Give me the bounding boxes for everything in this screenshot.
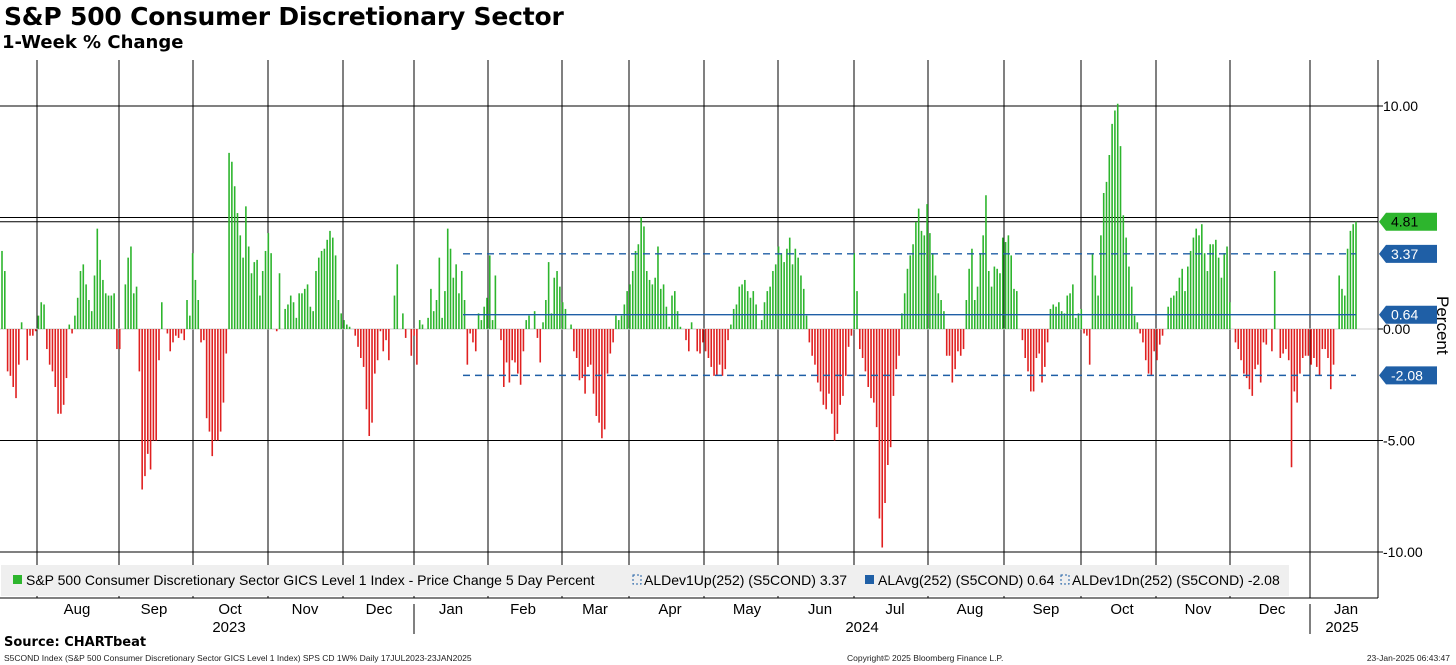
legend-label: ALDev1Up(252) (S5COND) 3.37 [644, 572, 847, 588]
y-tick-label: 10.00 [1383, 98, 1418, 114]
bar-series [1, 103, 1357, 548]
x-month-label: Apr [658, 601, 681, 618]
x-month-label: May [733, 601, 762, 618]
std-dev-tag-shape [1379, 366, 1437, 385]
std-dev-tag-label: -2.08 [1391, 367, 1423, 383]
x-month-label: Oct [1110, 601, 1134, 618]
y-tick-label: 0.00 [1383, 321, 1410, 337]
x-month-label: Nov [292, 601, 319, 618]
std-dev-tag: 3.37 [1379, 244, 1437, 263]
x-year-label: 2023 [212, 619, 245, 636]
legend-label: ALDev1Dn(252) (S5COND) -2.08 [1072, 572, 1280, 588]
x-month-label: Dec [1259, 601, 1286, 618]
chart-title: S&P 500 Consumer Discretionary Sector [4, 2, 564, 31]
x-month-label: Jan [1334, 601, 1358, 618]
footer-timestamp: 23-Jan-2025 06:43:47 [1366, 653, 1450, 663]
x-month-label: Jul [885, 601, 904, 618]
x-year-label: 2024 [845, 619, 878, 636]
legend: S&P 500 Consumer Discretionary Sector GI… [1, 565, 1289, 596]
x-month-label: Jan [439, 601, 463, 618]
x-month-label: Aug [957, 601, 984, 618]
legend-label: ALAvg(252) (S5COND) 0.64 [878, 572, 1055, 588]
y-tick-label: -5.00 [1383, 433, 1415, 449]
legend-swatch-average [865, 575, 874, 584]
source-note: Source: CHARTbeat [4, 635, 147, 650]
x-month-label: Aug [64, 601, 91, 618]
average-tag: 0.64 [1379, 305, 1437, 324]
x-month-label: Feb [510, 601, 536, 618]
y-axis: 10.00 0.00 -5.00 -10.00 4.81 3.37 0.64 -2.08 Per… [1378, 98, 1452, 560]
std-dev-tag: -2.08 [1379, 366, 1437, 385]
footer-copyright: Copyright© 2025 Bloomberg Finance L.P. [847, 653, 1004, 663]
chart-subtitle: 1-Week % Change [2, 32, 184, 53]
average-tag-shape [1379, 305, 1437, 324]
x-month-label: Nov [1185, 601, 1212, 618]
y-axis-title: Percent [1433, 296, 1452, 355]
legend-swatch-series [13, 575, 22, 584]
x-year-label: 2025 [1325, 619, 1358, 636]
x-month-label: Oct [218, 601, 242, 618]
x-month-label: Dec [366, 601, 393, 618]
grid-layer [0, 60, 1379, 599]
footer-index-note: S5COND Index (S&P 500 Consumer Discretio… [4, 653, 472, 663]
x-axis: Aug Sep Oct Nov Dec Jan Feb Mar Apr May Jun Jul Aug S… [64, 601, 1359, 636]
last-value-tag: 4.81 [1379, 212, 1437, 231]
average-tag-label: 0.64 [1391, 307, 1418, 323]
std-dev-tag-shape [1379, 244, 1437, 263]
reference-lines [463, 253, 1356, 377]
legend-label: S&P 500 Consumer Discretionary Sector GI… [26, 572, 595, 588]
legend-swatch-dev-down [1060, 574, 1070, 585]
last-value-tag-shape [1379, 212, 1437, 231]
x-month-label: Sep [1033, 601, 1060, 618]
x-month-label: Jun [808, 601, 832, 618]
x-month-label: Sep [141, 601, 168, 618]
legend-background [1, 565, 1289, 596]
y-tick-label: -10.00 [1383, 544, 1423, 560]
legend-swatch-dev-up [632, 574, 642, 585]
x-month-label: Mar [582, 601, 608, 618]
std-dev-tag-label: 3.37 [1391, 246, 1418, 262]
last-value-tag-label: 4.81 [1391, 214, 1418, 230]
